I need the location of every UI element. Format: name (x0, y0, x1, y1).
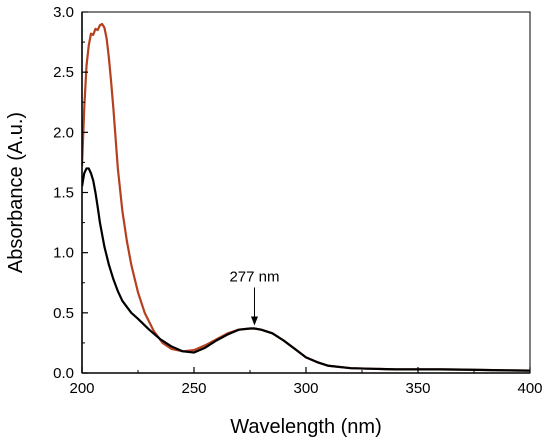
plot-frame (81, 11, 531, 374)
y-tick-label: 0.5 (53, 305, 74, 322)
y-tick-label: 1.0 (53, 245, 74, 262)
series-line-2 (82, 167, 530, 372)
axes-layer: 200 250 300 350 400 0.0 0.5 1.0 1.5 2.0 2.5 3.0 (53, 4, 542, 397)
series-layer (82, 22, 530, 372)
peak-annotation-label: 277 nm (229, 268, 279, 285)
series-line-1 (82, 22, 530, 372)
y-axis-title: Absorbance (A.u.) (5, 112, 27, 273)
x-tick-label: 300 (293, 380, 318, 397)
x-tick-label: 200 (69, 380, 94, 397)
x-axis-title: Wavelength (nm) (230, 416, 382, 438)
y-tick-label: 0.0 (53, 365, 74, 382)
annotation-arrow-head (250, 316, 258, 326)
x-tick-label: 350 (405, 380, 430, 397)
y-tick-label: 2.5 (53, 64, 74, 81)
x-tick-label: 250 (181, 380, 206, 397)
y-tick-label: 1.5 (53, 185, 74, 202)
annotation-layer: 277 nm (229, 268, 280, 326)
x-tick-label: 400 (517, 380, 542, 397)
y-tick-label: 3.0 (53, 4, 74, 21)
y-tick-label: 2.0 (53, 124, 74, 141)
